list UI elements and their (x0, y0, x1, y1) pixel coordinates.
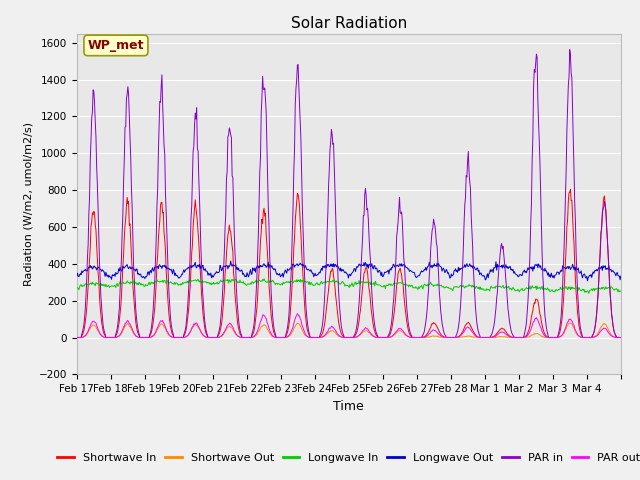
X-axis label: Time: Time (333, 400, 364, 413)
Text: WP_met: WP_met (88, 39, 144, 52)
Title: Solar Radiation: Solar Radiation (291, 16, 407, 31)
Y-axis label: Radiation (W/m2, umol/m2/s): Radiation (W/m2, umol/m2/s) (23, 122, 33, 286)
Legend: Shortwave In, Shortwave Out, Longwave In, Longwave Out, PAR in, PAR out: Shortwave In, Shortwave Out, Longwave In… (52, 448, 640, 467)
